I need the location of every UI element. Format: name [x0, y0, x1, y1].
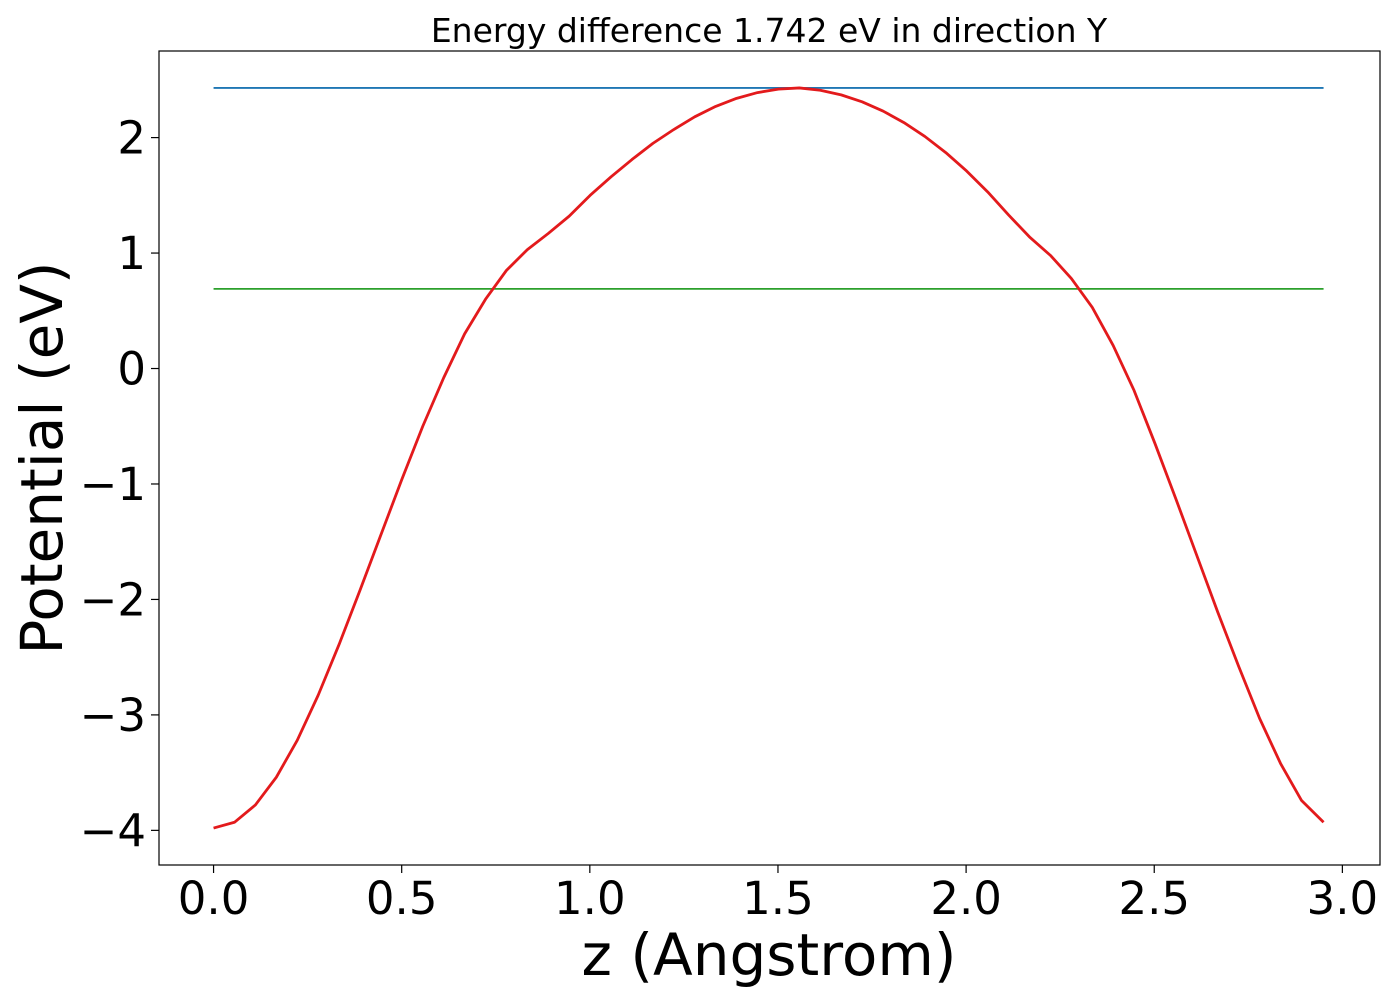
plot-area	[213, 86, 1325, 830]
x-tick-label: 0.5	[366, 872, 438, 925]
x-axis-ticks: 0.0 0.5 1.0 1.5 2.0 2.5 3.0	[178, 865, 1378, 925]
y-tick-label: −1	[80, 458, 146, 511]
y-axis-label: Potential (eV)	[8, 261, 76, 654]
y-tick-label: 0	[117, 343, 146, 396]
x-tick-label: 2.0	[930, 872, 1002, 925]
chart-title: Energy difference 1.742 eV in direction …	[431, 11, 1108, 50]
y-tick-label: 2	[117, 112, 146, 165]
y-tick-label: −4	[80, 804, 146, 857]
potential-curve	[213, 86, 1325, 830]
y-tick-label: −3	[80, 689, 146, 742]
y-tick-label: 1	[117, 227, 146, 280]
x-tick-label: 0.0	[178, 872, 250, 925]
x-axis-label: z (Angstrom)	[582, 921, 957, 989]
x-tick-label: 2.5	[1118, 872, 1190, 925]
y-axis-ticks: −4 −3 −2 −1 0 1 2	[80, 112, 159, 857]
x-tick-label: 1.0	[554, 872, 626, 925]
y-tick-label: −2	[80, 573, 146, 626]
x-tick-label: 1.5	[742, 872, 814, 925]
x-tick-label: 3.0	[1307, 872, 1379, 925]
plot-frame	[158, 50, 1381, 866]
